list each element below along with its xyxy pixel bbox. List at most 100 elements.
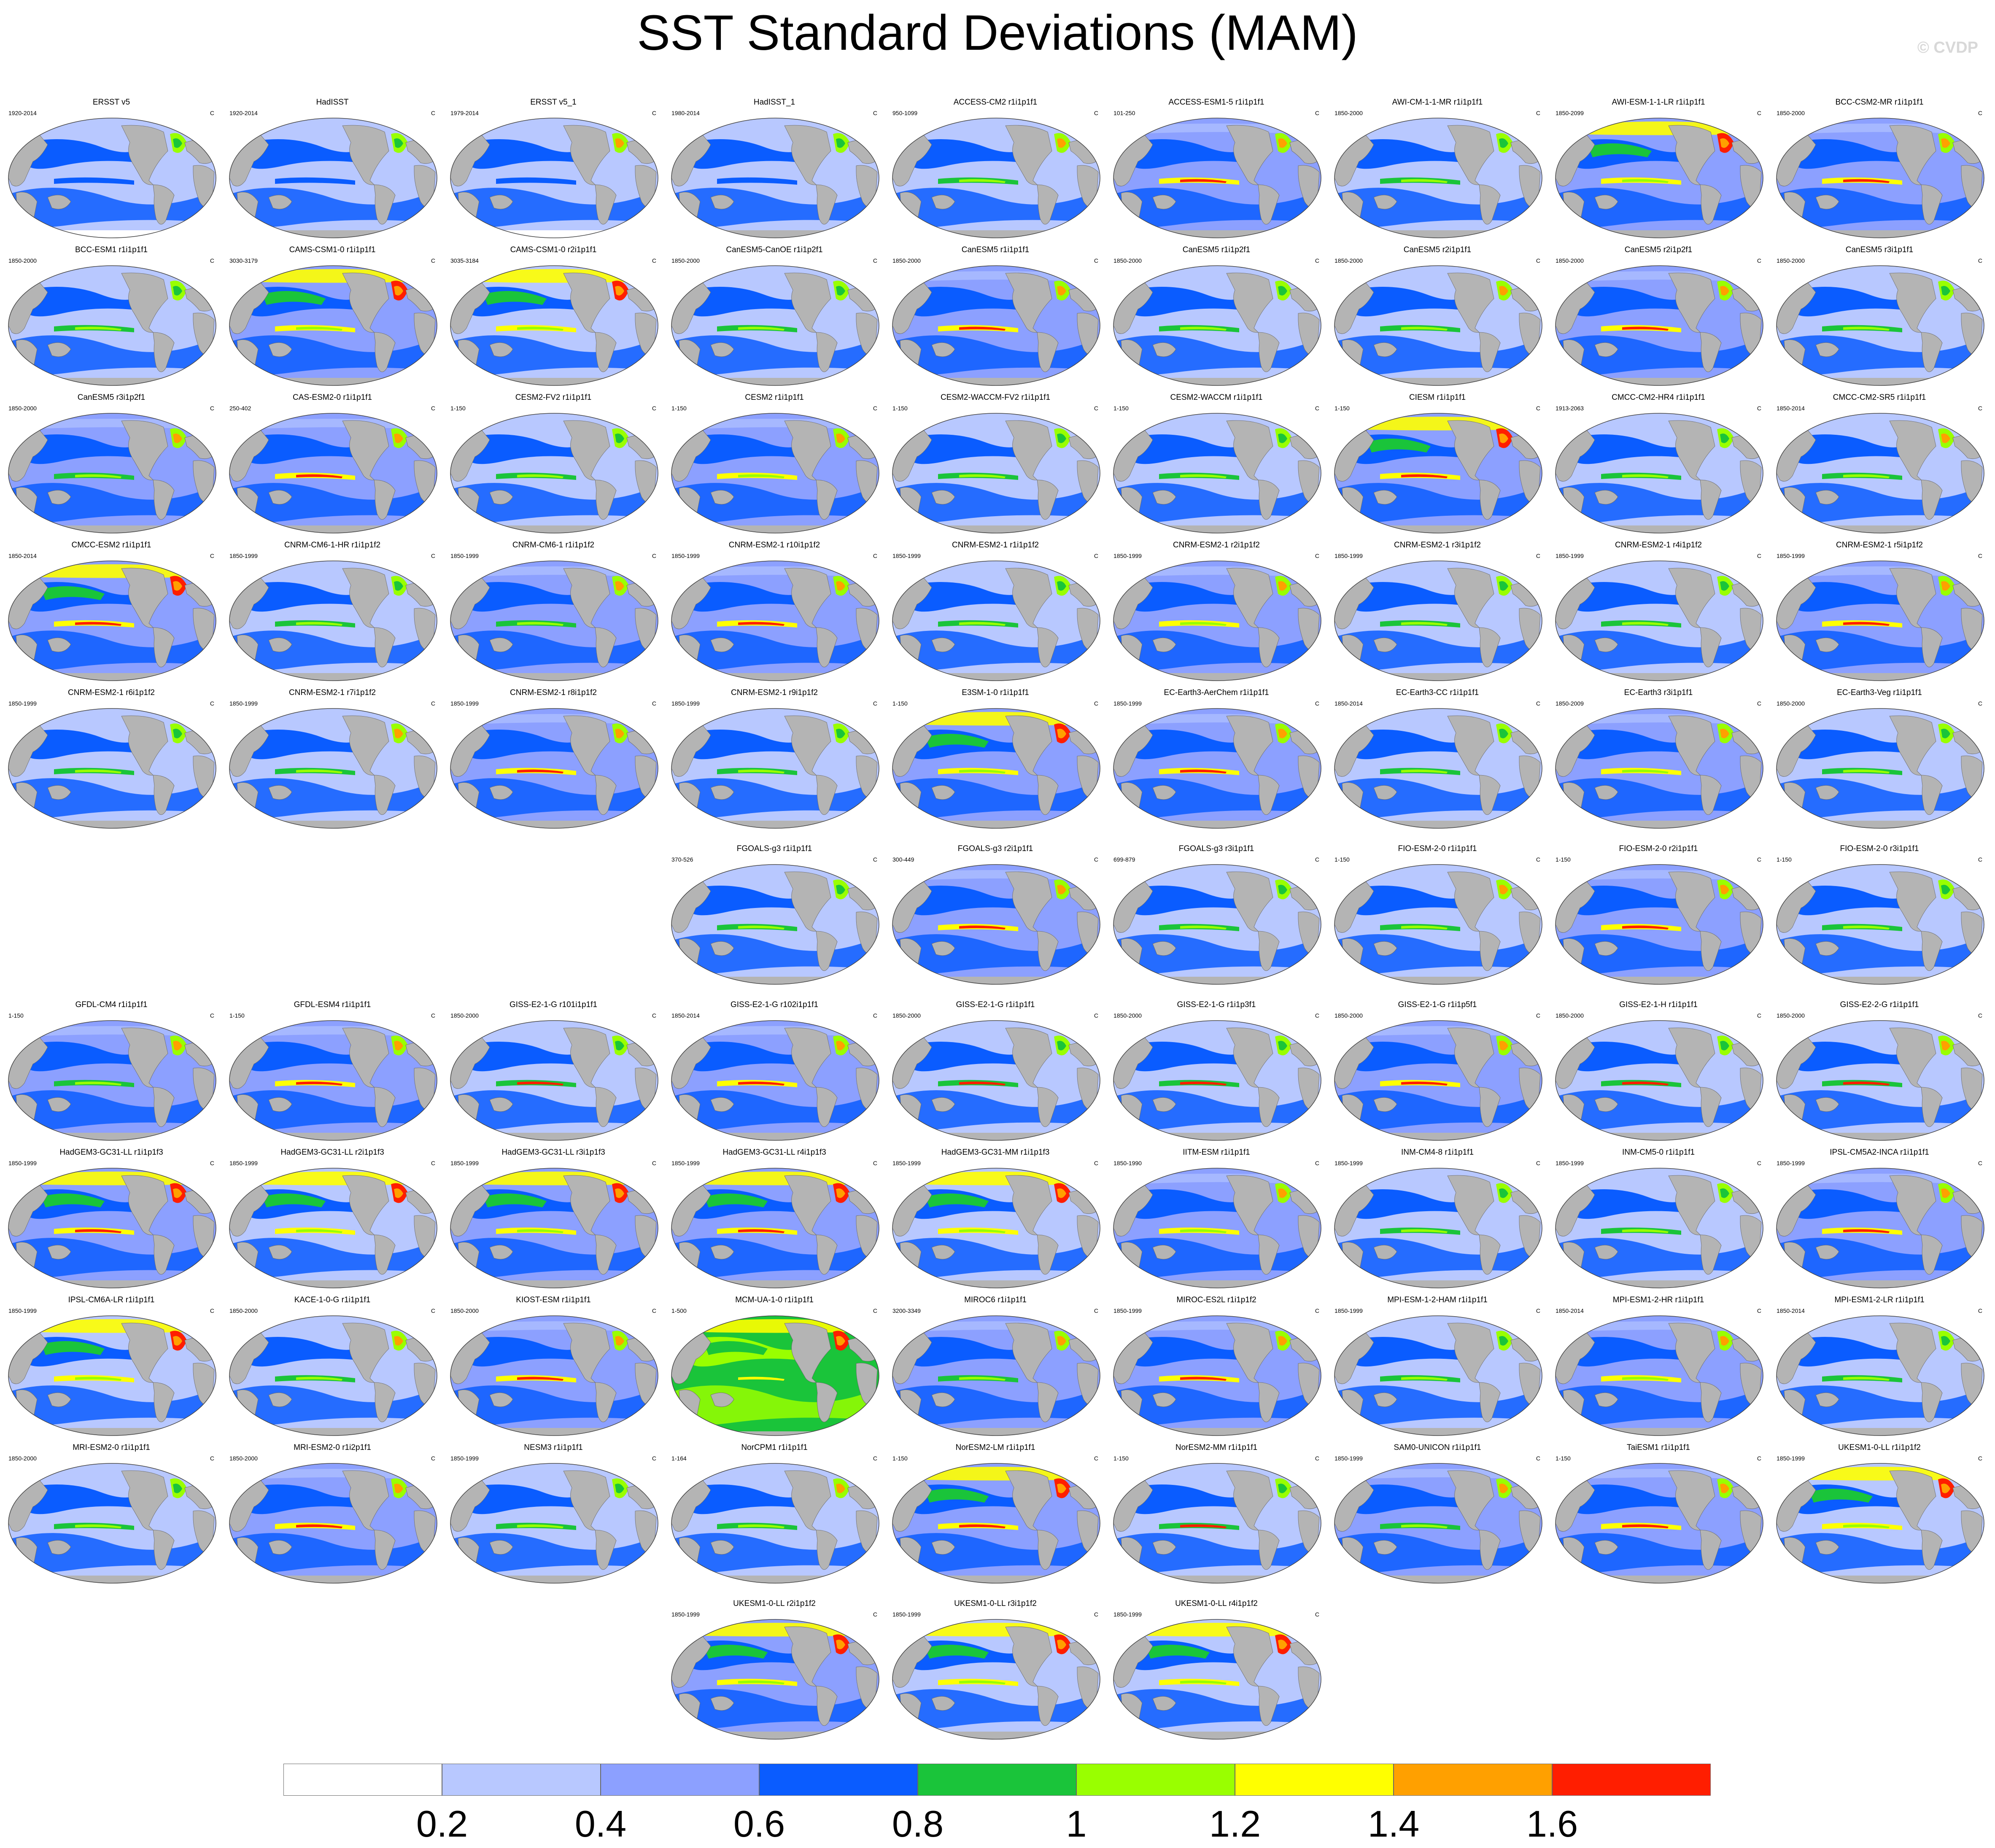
panel-years: 1850-1999	[450, 552, 479, 559]
sst-std-map	[671, 864, 880, 985]
sst-std-map	[450, 1020, 659, 1141]
panel-unit: C	[652, 1307, 656, 1314]
map-panel: CAMS-CSM1-0 r1i1p1f1 3030-3179 C	[224, 245, 440, 389]
sst-std-map	[450, 1167, 659, 1289]
panel-title: CanESM5 r3i1p1f1	[1845, 245, 1914, 254]
panel-unit: C	[1757, 1307, 1761, 1314]
panel-years: 1-150	[450, 405, 466, 412]
panel-title: TaiESM1 r1i1p1f1	[1627, 1443, 1690, 1452]
sst-std-map	[1776, 560, 1985, 682]
sst-std-map	[1113, 265, 1322, 386]
map-panel: BCC-CSM2-MR r1i1p1f1 1850-2000 C	[1771, 98, 1987, 241]
map-panel: E3SM-1-0 r1i1p1f1 1-150 C	[887, 688, 1103, 832]
panel-unit: C	[873, 700, 877, 707]
sst-std-map	[1334, 1167, 1543, 1289]
panel-unit: C	[431, 257, 435, 264]
sst-std-map	[450, 412, 659, 534]
panel-years: 1850-2014	[1556, 1307, 1584, 1314]
panel-unit: C	[1315, 110, 1319, 116]
panel-title: CAMS-CSM1-0 r1i1p1f1	[289, 245, 376, 254]
panel-unit: C	[1978, 110, 1982, 116]
panel-years: 250-402	[229, 405, 251, 412]
map-panel: HadGEM3-GC31-LL r4i1p1f3 1850-1999 C	[666, 1148, 882, 1291]
panel-unit: C	[1978, 1455, 1982, 1462]
panel-years: 1850-2014	[671, 1012, 700, 1019]
panel-unit: C	[652, 1160, 656, 1166]
panel-title: MIROC6 r1i1p1f1	[964, 1296, 1027, 1304]
map-panel: CESM2-WACCM-FV2 r1i1p1f1 1-150 C	[887, 393, 1103, 536]
panel-unit: C	[1757, 1160, 1761, 1166]
panel-title: CNRM-ESM2-1 r4i1p1f2	[1615, 541, 1702, 550]
colorbar-swatch	[283, 1764, 442, 1796]
panel-title: CNRM-ESM2-1 r6i1p1f2	[68, 688, 155, 697]
sst-std-map	[1334, 560, 1543, 682]
panel-unit: C	[1757, 1012, 1761, 1019]
panel-title: CNRM-CM6-1-HR r1i1p1f2	[284, 541, 381, 550]
map-panel: FGOALS-g3 r2i1p1f1 300-449 C	[887, 844, 1103, 988]
panel-title: CMCC-CM2-SR5 r1i1p1f1	[1833, 393, 1926, 402]
map-panel: HadGEM3-GC31-LL r1i1p1f3 1850-1999 C	[3, 1148, 219, 1291]
panel-title: IPSL-CM5A2-INCA r1i1p1f1	[1830, 1148, 1929, 1157]
panel-title: BCC-ESM1 r1i1p1f1	[75, 245, 148, 254]
panel-title: CNRM-ESM2-1 r10i1p1f2	[728, 541, 820, 550]
panel-unit: C	[431, 700, 435, 707]
panel-title: INM-CM5-0 r1i1p1f1	[1622, 1148, 1695, 1157]
panel-title: NorCPM1 r1i1p1f1	[741, 1443, 808, 1452]
panel-title: CanESM5-CanOE r1i1p2f1	[726, 245, 823, 254]
panel-unit: C	[652, 257, 656, 264]
sst-std-map	[1555, 1020, 1764, 1141]
sst-std-map	[8, 1020, 217, 1141]
sst-std-map	[1776, 412, 1985, 534]
sst-std-map	[1555, 1167, 1764, 1289]
panel-years: 1850-2000	[1334, 257, 1363, 264]
colorbar-swatch	[601, 1764, 759, 1796]
panel-title: IITM-ESM r1i1p1f1	[1183, 1148, 1250, 1157]
panel-unit: C	[1536, 1012, 1540, 1019]
panel-years: 1850-1999	[892, 552, 921, 559]
panel-unit: C	[1094, 257, 1098, 264]
panel-years: 1850-2014	[8, 552, 37, 559]
sst-std-map	[1334, 412, 1543, 534]
panel-title: CNRM-ESM2-1 r3i1p1f2	[1394, 541, 1481, 550]
sst-std-map	[671, 1020, 880, 1141]
sst-std-map	[1555, 265, 1764, 386]
sst-std-map	[671, 1463, 880, 1584]
panel-title: CMCC-CM2-HR4 r1i1p1f1	[1612, 393, 1705, 402]
colorbar-swatch	[918, 1764, 1076, 1796]
panel-unit: C	[873, 1455, 877, 1462]
panel-title: CAS-ESM2-0 r1i1p1f1	[293, 393, 372, 402]
colorbar-tick-label: 1.4	[1367, 1803, 1420, 1845]
panel-title: INM-CM4-8 r1i1p1f1	[1401, 1148, 1474, 1157]
sst-std-map	[671, 1167, 880, 1289]
panel-unit: C	[210, 700, 214, 707]
map-panel: NESM3 r1i1p1f1 1850-1999 C	[445, 1443, 661, 1587]
sst-std-map	[8, 412, 217, 534]
panel-title: MPI-ESM-1-2-HAM r1i1p1f1	[1387, 1296, 1488, 1304]
panel-unit: C	[1757, 110, 1761, 116]
sst-std-map	[671, 265, 880, 386]
colorbar-tick-label: 0.4	[574, 1803, 627, 1845]
panel-title: HadGEM3-GC31-LL r3i1p1f3	[501, 1148, 605, 1157]
panel-unit: C	[431, 405, 435, 412]
panel-unit: C	[652, 110, 656, 116]
map-panel: TaiESM1 r1i1p1f1 1-150 C	[1550, 1443, 1766, 1587]
panel-years: 1850-1999	[450, 1455, 479, 1462]
panel-unit: C	[1094, 110, 1098, 116]
panel-title: CESM2 r1i1p1f1	[745, 393, 804, 402]
panel-unit: C	[431, 552, 435, 559]
panel-years: 1-150	[1556, 1455, 1571, 1462]
map-panel: GISS-E2-1-G r101i1p1f1 1850-2000 C	[445, 1000, 661, 1144]
panel-title: EC-Earth3-AerChem r1i1p1f1	[1164, 688, 1269, 697]
panel-years: 1850-2000	[892, 1012, 921, 1019]
panel-unit: C	[1094, 700, 1098, 707]
panel-years: 1850-1999	[450, 700, 479, 707]
map-panel: CNRM-ESM2-1 r5i1p1f2 1850-1999 C	[1771, 541, 1987, 684]
panel-unit: C	[1978, 257, 1982, 264]
panel-unit: C	[1757, 405, 1761, 412]
sst-std-map	[1555, 560, 1764, 682]
sst-std-map	[1334, 265, 1543, 386]
map-panel: GISS-E2-1-G r1i1p1f1 1850-2000 C	[887, 1000, 1103, 1144]
panel-title: AWI-ESM-1-1-LR r1i1p1f1	[1612, 98, 1705, 107]
sst-std-map	[671, 1619, 880, 1740]
panel-title: CNRM-ESM2-1 r8i1p1f2	[510, 688, 597, 697]
